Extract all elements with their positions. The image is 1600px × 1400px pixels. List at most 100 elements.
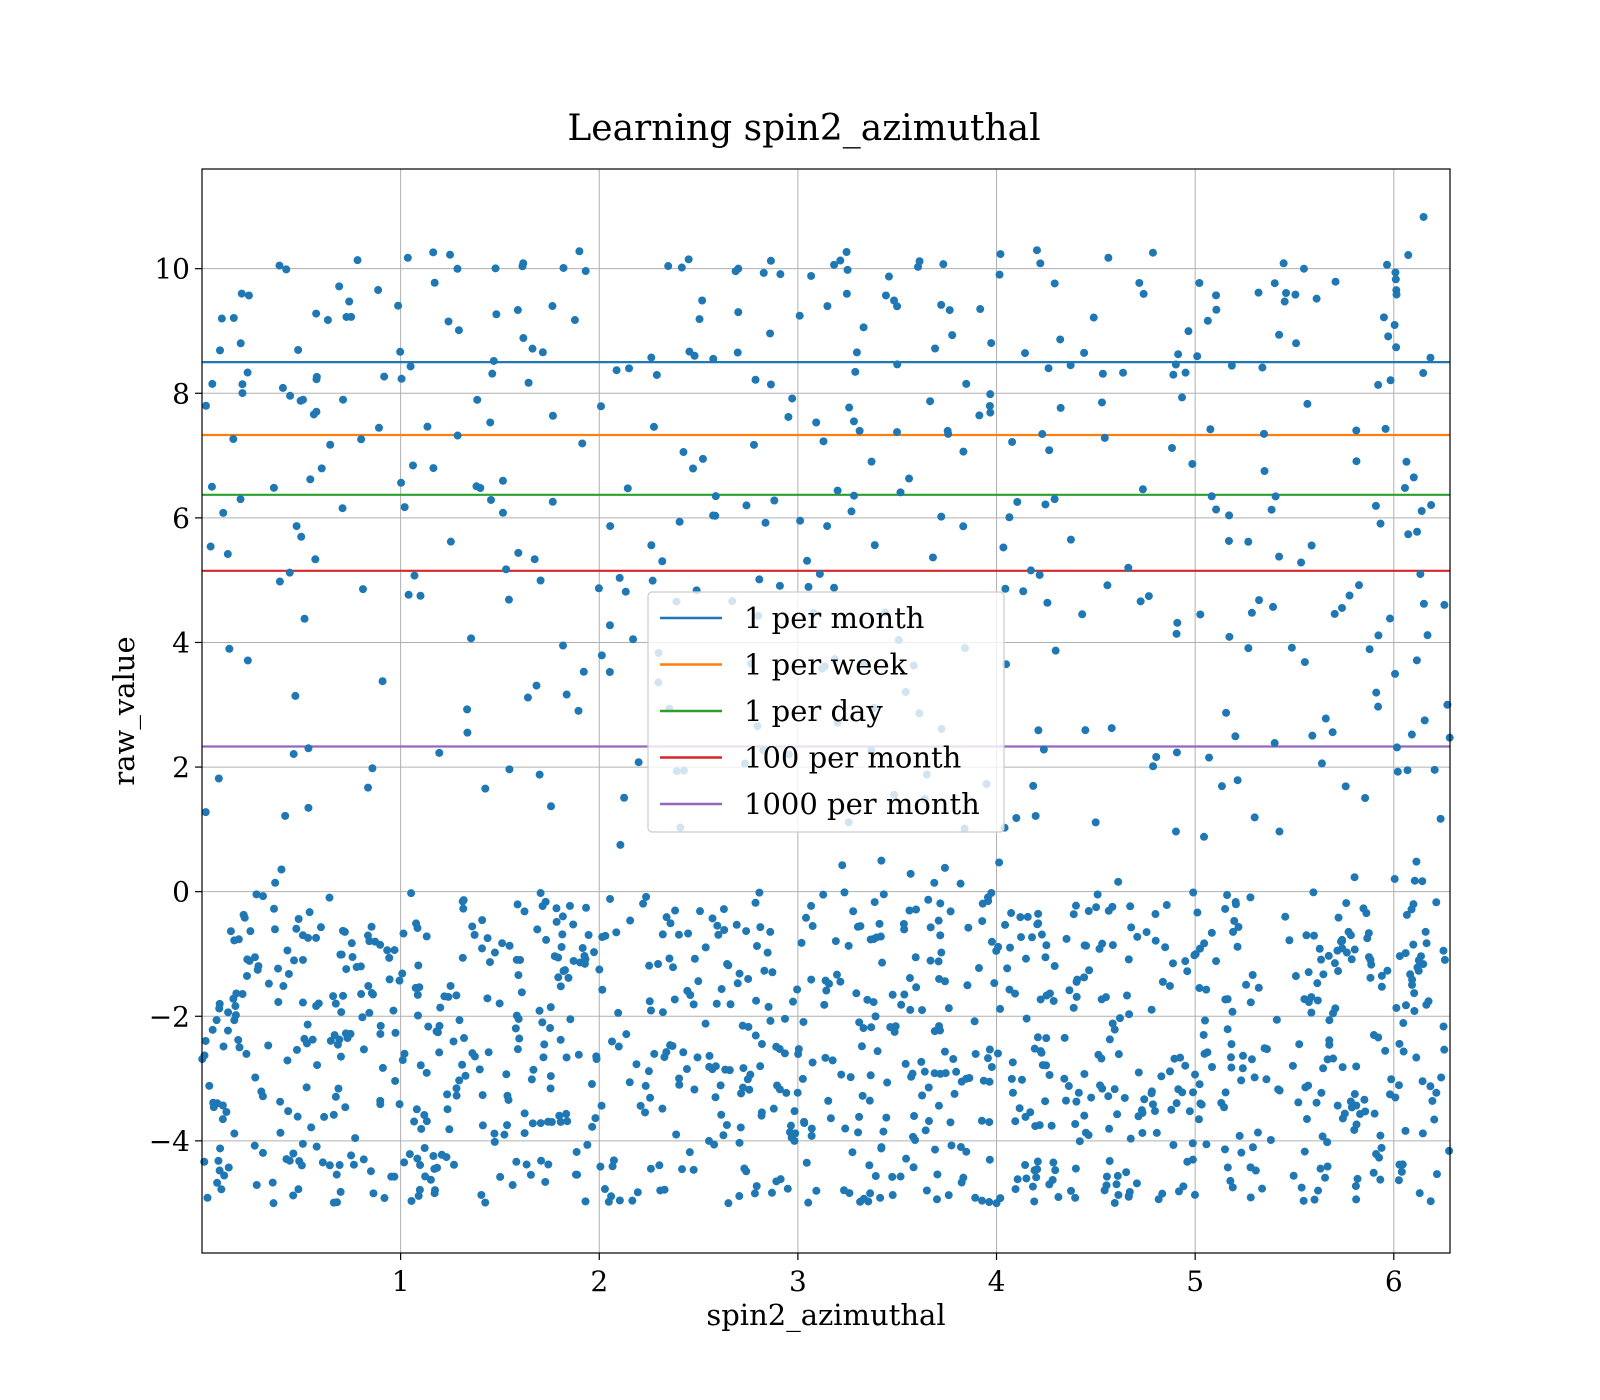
scatter-point: [207, 482, 216, 491]
scatter-point: [461, 1071, 470, 1080]
scatter-point: [629, 635, 638, 644]
scatter-point: [1426, 1197, 1435, 1206]
scatter-point: [749, 440, 758, 449]
scatter-point: [646, 1164, 655, 1173]
scatter-point: [896, 488, 905, 497]
scatter-point: [797, 938, 806, 947]
scatter-point: [595, 965, 604, 974]
scatter-point: [276, 1097, 285, 1106]
scatter-point: [246, 927, 255, 936]
scatter-point: [1069, 1003, 1078, 1012]
scatter-point: [1231, 732, 1240, 741]
scatter-point: [505, 941, 514, 950]
scatter-point: [217, 1185, 226, 1194]
scatter-point: [1420, 716, 1429, 725]
scatter-point: [867, 1023, 876, 1032]
scatter-point: [1419, 212, 1428, 221]
scatter-point: [522, 1160, 531, 1169]
scatter-point: [1105, 1157, 1114, 1166]
scatter-point: [238, 990, 247, 999]
scatter-point: [932, 1195, 941, 1204]
scatter-point: [1202, 1140, 1211, 1149]
scatter-point: [1418, 1129, 1427, 1138]
scatter-point: [922, 1186, 931, 1195]
scatter-point: [1267, 505, 1276, 514]
scatter-point: [612, 366, 621, 375]
scatter-point: [291, 691, 300, 700]
scatter-point: [940, 863, 949, 872]
scatter-point: [1169, 370, 1178, 379]
scatter-point: [1403, 766, 1412, 775]
scatter-point: [808, 1058, 817, 1067]
scatter-point: [1222, 708, 1231, 717]
scatter-point: [271, 878, 280, 887]
scatter-point: [396, 347, 405, 356]
scatter-point: [1402, 457, 1411, 466]
scatter-point: [1136, 597, 1145, 606]
scatter-point: [463, 728, 472, 737]
scatter-point: [1092, 903, 1101, 912]
scatter-point: [1426, 353, 1435, 362]
scatter-point: [1294, 1098, 1303, 1107]
scatter-point: [807, 975, 816, 984]
scatter-point: [449, 1160, 458, 1169]
scatter-point: [1001, 920, 1010, 929]
scatter-point: [722, 1121, 731, 1130]
scatter-point: [1369, 1031, 1378, 1040]
scatter-point: [1289, 1171, 1298, 1180]
scatter-point: [1065, 986, 1074, 995]
scatter-point: [1374, 380, 1383, 389]
scatter-point: [709, 511, 718, 520]
scatter-point: [924, 1083, 933, 1092]
scatter-point: [1021, 349, 1030, 358]
scatter-point: [380, 372, 389, 381]
scatter-point: [443, 1090, 452, 1099]
scatter-point: [208, 1025, 217, 1034]
scatter-point: [1100, 433, 1109, 442]
scatter-point: [226, 927, 235, 936]
scatter-point: [947, 1141, 956, 1150]
scatter-point: [453, 431, 462, 440]
scatter-point: [1417, 507, 1426, 516]
scatter-point: [1072, 992, 1081, 1001]
scatter-point: [949, 1055, 958, 1064]
scatter-point: [1102, 1172, 1111, 1181]
scatter-point: [1387, 1075, 1396, 1084]
scatter-point: [1413, 963, 1422, 972]
scatter-point: [1323, 1138, 1332, 1147]
scatter-point: [1370, 1109, 1379, 1118]
scatter-point: [964, 923, 973, 932]
scatter-point: [1260, 1044, 1269, 1053]
scatter-point: [1011, 1185, 1020, 1194]
scatter-point: [1049, 1158, 1058, 1167]
scatter-point: [1414, 956, 1423, 965]
scatter-point: [1227, 1063, 1236, 1072]
scatter-point: [1034, 919, 1043, 928]
scatter-point: [277, 865, 286, 874]
scatter-point: [348, 953, 357, 962]
scatter-point: [1071, 1193, 1080, 1202]
scatter-point: [772, 1177, 781, 1186]
scatter-point: [654, 960, 663, 969]
scatter-point: [755, 888, 764, 897]
scatter-point: [1184, 327, 1193, 336]
scatter-point: [529, 1065, 538, 1074]
scatter-point: [335, 1161, 344, 1170]
scatter-point: [1390, 874, 1399, 883]
scatter-point: [1319, 970, 1328, 979]
scatter-point: [648, 576, 657, 585]
scatter-point: [1270, 739, 1279, 748]
scatter-point: [1233, 776, 1242, 785]
scatter-point: [557, 942, 566, 951]
scatter-point: [1317, 955, 1326, 964]
scatter-point: [540, 1040, 549, 1049]
scatter-point: [374, 423, 383, 432]
scatter-point: [756, 923, 765, 932]
scatter-point: [584, 931, 593, 940]
scatter-point: [790, 1107, 799, 1116]
x-tick-label: 2: [590, 1265, 608, 1298]
scatter-point: [616, 840, 625, 849]
scatter-point: [712, 999, 721, 1008]
scatter-point: [552, 917, 561, 926]
scatter-point: [298, 998, 307, 1007]
